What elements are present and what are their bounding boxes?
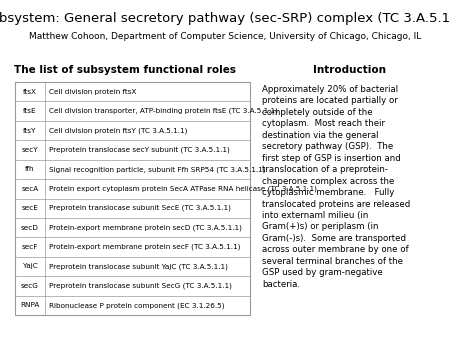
Text: ftsE: ftsE: [23, 108, 37, 114]
Text: Approximately 20% of bacterial
proteins are located partially or
completely outs: Approximately 20% of bacterial proteins …: [262, 85, 410, 289]
Text: secF: secF: [22, 244, 38, 250]
Text: secY: secY: [22, 147, 38, 153]
Text: YajC: YajC: [22, 263, 37, 269]
Text: Protein-export membrane protein secD (TC 3.A.5.1.1): Protein-export membrane protein secD (TC…: [49, 224, 242, 231]
Text: Matthew Cohoon, Department of Computer Science, University of Chicago, Chicago, : Matthew Cohoon, Department of Computer S…: [29, 32, 421, 41]
Text: Cell division protein ftsY (TC 3.A.5.1.1): Cell division protein ftsY (TC 3.A.5.1.1…: [49, 127, 187, 134]
Text: secG: secG: [21, 283, 39, 289]
Text: ftsY: ftsY: [23, 127, 37, 134]
Bar: [15, 82, 250, 315]
Text: Preprotein translocase subunit SecE (TC 3.A.5.1.1): Preprotein translocase subunit SecE (TC …: [49, 205, 231, 212]
Text: Preprotein translocase subunit YajC (TC 3.A.5.1.1): Preprotein translocase subunit YajC (TC …: [49, 263, 228, 270]
Text: Signal recognition particle, subunit Ffh SRP54 (TC 3.A.5.1.1): Signal recognition particle, subunit Ffh…: [49, 166, 266, 173]
Text: Cell division transporter, ATP-binding protein ftsE (TC 3.A.5.1.1): Cell division transporter, ATP-binding p…: [49, 108, 278, 114]
Text: secA: secA: [22, 186, 39, 192]
Text: Protein-export membrane protein secF (TC 3.A.5.1.1): Protein-export membrane protein secF (TC…: [49, 244, 240, 250]
Text: Ribonuclease P protein component (EC 3.1.26.5): Ribonuclease P protein component (EC 3.1…: [49, 302, 225, 309]
Text: Preprotein translocase secY subunit (TC 3.A.5.1.1): Preprotein translocase secY subunit (TC …: [49, 147, 230, 153]
Text: Preprotein translocase subunit SecG (TC 3.A.5.1.1): Preprotein translocase subunit SecG (TC …: [49, 283, 232, 289]
Text: Cell division protein ftsX: Cell division protein ftsX: [49, 89, 136, 95]
Text: RNPA: RNPA: [20, 302, 40, 308]
Text: The list of subsystem functional roles: The list of subsystem functional roles: [14, 65, 236, 75]
Text: Introduction: Introduction: [314, 65, 387, 75]
Text: Subsystem: General secretory pathway (sec-SRP) complex (TC 3.A.5.1.1): Subsystem: General secretory pathway (se…: [0, 12, 450, 25]
Text: Protein export cytoplasm protein SecA ATPase RNA helicase (TC 3.A.5.1.1): Protein export cytoplasm protein SecA AT…: [49, 186, 317, 192]
Text: secD: secD: [21, 225, 39, 231]
Text: ffh: ffh: [25, 166, 35, 172]
Text: secE: secE: [22, 205, 38, 211]
Text: ftsX: ftsX: [23, 89, 37, 95]
